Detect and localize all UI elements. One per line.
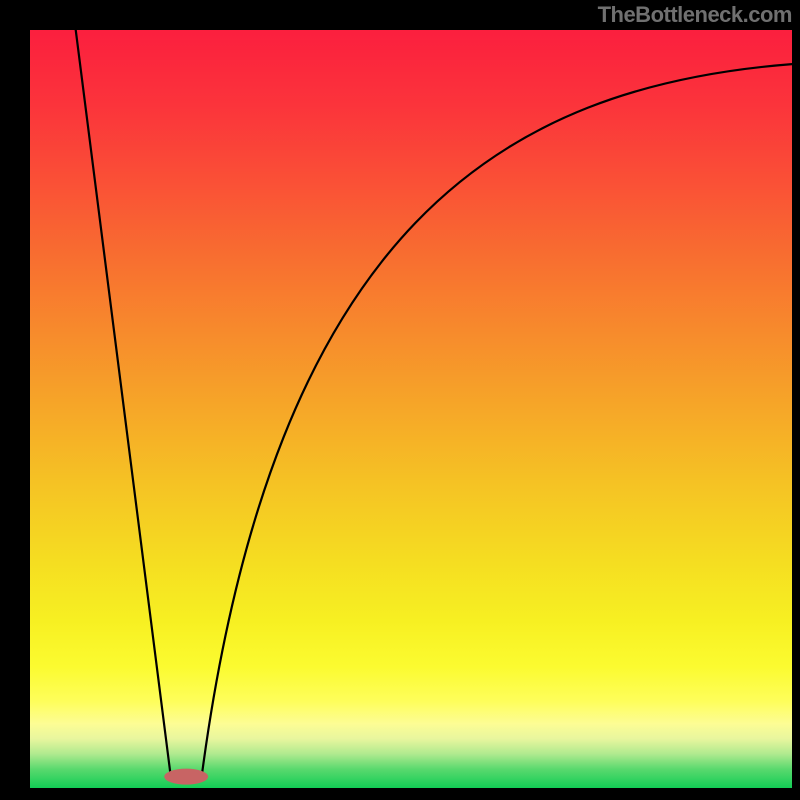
- watermark-text: TheBottleneck.com: [598, 2, 792, 28]
- chart-container: TheBottleneck.com: [0, 0, 800, 800]
- chart-svg: [0, 0, 800, 800]
- vertex-marker: [164, 769, 208, 785]
- plot-background: [30, 30, 792, 788]
